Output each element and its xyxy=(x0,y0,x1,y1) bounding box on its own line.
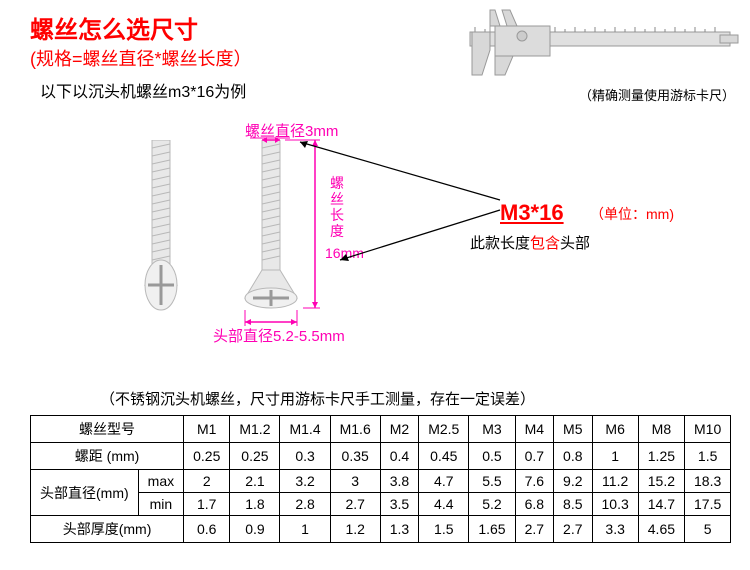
table-cell: 1.3 xyxy=(380,516,418,543)
row-header: 螺距 (mm) xyxy=(31,443,184,470)
table-cell: 4.4 xyxy=(419,493,469,516)
table-cell: 11.2 xyxy=(592,470,638,493)
caliper-illustration: （精确测量使用游标卡尺） xyxy=(460,0,740,110)
table-cell: 1.8 xyxy=(230,493,280,516)
table-row: 头部直径(mm) max 2 2.1 3.2 3 3.8 4.7 5.5 7.6… xyxy=(31,470,731,493)
table-cell: 18.3 xyxy=(685,470,731,493)
table-cell: M2.5 xyxy=(419,416,469,443)
table-cell: 1.7 xyxy=(184,493,230,516)
table-cell: 10.3 xyxy=(592,493,638,516)
caliper-icon xyxy=(460,0,740,80)
table-cell: 9.2 xyxy=(554,470,592,493)
table-cell: 15.2 xyxy=(638,470,684,493)
table-cell: 1.2 xyxy=(330,516,380,543)
table-caption: （不锈钢沉头机螺丝，尺寸用游标卡尺手工测量，存在一定误差） xyxy=(100,388,535,409)
row-header: 螺丝型号 xyxy=(31,416,184,443)
table-cell: 5 xyxy=(685,516,731,543)
table-cell: M5 xyxy=(554,416,592,443)
table-cell: 0.7 xyxy=(515,443,553,470)
sub-header: min xyxy=(138,493,183,516)
table-cell: 2.7 xyxy=(554,516,592,543)
table-cell: 1.5 xyxy=(419,516,469,543)
table-cell: M6 xyxy=(592,416,638,443)
table-cell: 0.3 xyxy=(280,443,330,470)
dimension-lines xyxy=(235,130,395,330)
table-cell: 1 xyxy=(592,443,638,470)
table-cell: 2 xyxy=(184,470,230,493)
table-row: 头部厚度(mm) 0.6 0.9 1 1.2 1.3 1.5 1.65 2.7 … xyxy=(31,516,731,543)
spec-note-prefix: 此款长度 xyxy=(470,235,530,252)
table-cell: M10 xyxy=(685,416,731,443)
table-cell: 0.9 xyxy=(230,516,280,543)
table-cell: 3.8 xyxy=(380,470,418,493)
table-cell: 2.1 xyxy=(230,470,280,493)
table-cell: M1.6 xyxy=(330,416,380,443)
table-cell: M4 xyxy=(515,416,553,443)
length-value: 16mm xyxy=(325,245,364,261)
table-cell: M3 xyxy=(469,416,515,443)
table-cell: 2.7 xyxy=(515,516,553,543)
table-cell: 5.2 xyxy=(469,493,515,516)
spec-note: 此款长度包含头部 xyxy=(470,232,590,253)
table-cell: 3.5 xyxy=(380,493,418,516)
head-diameter-label: 头部直径5.2-5.5mm xyxy=(213,325,345,346)
table-cell: 14.7 xyxy=(638,493,684,516)
table-cell: 1.65 xyxy=(469,516,515,543)
table-row: 螺丝型号 M1 M1.2 M1.4 M1.6 M2 M2.5 M3 M4 M5 … xyxy=(31,416,731,443)
spec-note-suffix: 头部 xyxy=(560,235,590,252)
table-cell: 3.2 xyxy=(280,470,330,493)
spec-unit: （单位：mm) xyxy=(590,204,674,224)
page-title: 螺丝怎么选尺寸 xyxy=(30,10,198,45)
table-cell: 0.35 xyxy=(330,443,380,470)
table-cell: M1 xyxy=(184,416,230,443)
table-row: 螺距 (mm) 0.25 0.25 0.3 0.35 0.4 0.45 0.5 … xyxy=(31,443,731,470)
table-cell: M1.2 xyxy=(230,416,280,443)
table-cell: 5.5 xyxy=(469,470,515,493)
table-cell: 0.5 xyxy=(469,443,515,470)
table-cell: 2.8 xyxy=(280,493,330,516)
table-cell: 1.5 xyxy=(685,443,731,470)
table-cell: 0.25 xyxy=(230,443,280,470)
spec-code: M3*16 xyxy=(500,200,564,226)
table-cell: 0.25 xyxy=(184,443,230,470)
table-cell: 0.45 xyxy=(419,443,469,470)
table-cell: 4.65 xyxy=(638,516,684,543)
table-cell: 8.5 xyxy=(554,493,592,516)
table-cell: 1.25 xyxy=(638,443,684,470)
sub-header: max xyxy=(138,470,183,493)
table-cell: 0.4 xyxy=(380,443,418,470)
caliper-caption: （精确测量使用游标卡尺） xyxy=(579,85,735,104)
table-cell: M1.4 xyxy=(280,416,330,443)
table-cell: 3 xyxy=(330,470,380,493)
table-cell: M2 xyxy=(380,416,418,443)
example-text: 以下以沉头机螺丝m3*16为例 xyxy=(40,78,246,102)
table-cell: 7.6 xyxy=(515,470,553,493)
spec-table: 螺丝型号 M1 M1.2 M1.4 M1.6 M2 M2.5 M3 M4 M5 … xyxy=(30,415,731,543)
table-cell: M8 xyxy=(638,416,684,443)
table-cell: 2.7 xyxy=(330,493,380,516)
table-cell: 17.5 xyxy=(685,493,731,516)
row-header: 头部直径(mm) xyxy=(31,470,139,516)
spec-note-highlight: 包含 xyxy=(530,235,560,252)
table-cell: 0.6 xyxy=(184,516,230,543)
table-cell: 0.8 xyxy=(554,443,592,470)
table-cell: 1 xyxy=(280,516,330,543)
length-label: 螺丝长度 xyxy=(330,175,348,239)
table-cell: 6.8 xyxy=(515,493,553,516)
row-header: 头部厚度(mm) xyxy=(31,516,184,543)
table-cell: 4.7 xyxy=(419,470,469,493)
page-subtitle: (规格=螺丝直径*螺丝长度） xyxy=(30,45,252,71)
table-cell: 3.3 xyxy=(592,516,638,543)
